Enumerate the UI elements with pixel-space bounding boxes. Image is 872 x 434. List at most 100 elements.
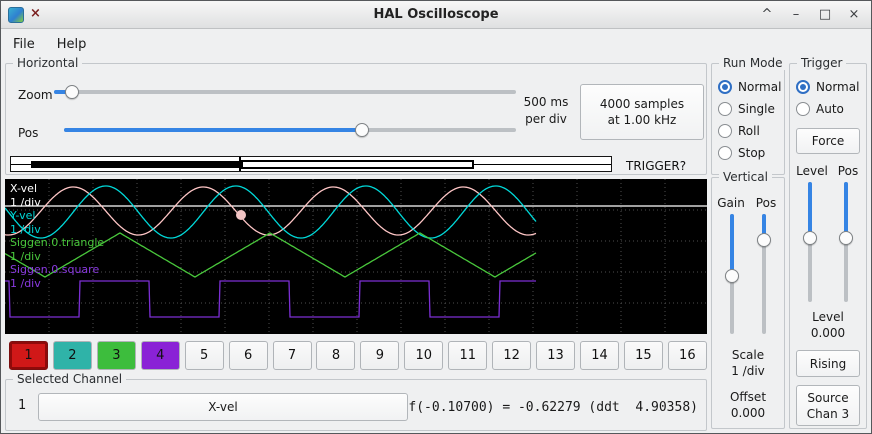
trigger-source-button[interactable]: Source Chan 3: [796, 385, 860, 426]
shade-button[interactable]: ^: [761, 7, 773, 22]
trigger-mode-options: Normal Auto: [796, 80, 859, 116]
trigger-level-handle[interactable]: [803, 231, 817, 246]
trigger-group-label: Trigger: [797, 56, 847, 70]
timebase-unit: per div: [525, 112, 567, 126]
run-mode-option-stop[interactable]: Stop: [718, 146, 781, 160]
trigger-edge-button[interactable]: Rising: [796, 350, 860, 377]
scope-display[interactable]: X-vel 1 /div Y-vel 1 /div Siggen.0.triangle 1…: [5, 179, 707, 334]
selected-channel-group: Selected Channel 1 X-vel f(-0.10700) = -…: [5, 372, 707, 431]
app-icon: [8, 7, 24, 23]
channel-button-6[interactable]: 6: [228, 341, 268, 370]
zoom-slider-track: [54, 90, 516, 94]
samples-button[interactable]: 4000 samples at 1.00 kHz: [580, 84, 704, 140]
menu-help[interactable]: Help: [56, 37, 87, 52]
channel-button-9[interactable]: 9: [360, 341, 400, 370]
force-button[interactable]: Force: [796, 128, 860, 154]
trigger-pos-handle[interactable]: [839, 231, 853, 246]
trigger-level-value: 0.000: [810, 326, 846, 340]
trigger-level-slider[interactable]: [802, 182, 818, 302]
maximize-button[interactable]: □: [818, 7, 832, 22]
timebase-readout: 500 ms per div: [514, 94, 578, 128]
trigger-level-col-label: Level: [796, 164, 828, 178]
run-mode-option-normal[interactable]: Normal: [718, 80, 781, 94]
channel-button-14[interactable]: 14: [579, 341, 619, 370]
trigger-source-line1: Source: [807, 390, 849, 405]
run-mode-group: Run Mode Normal Single Roll Stop: [711, 56, 787, 175]
horizontal-group-label: Horizontal: [13, 56, 83, 70]
vertical-pos-fill: [762, 214, 766, 241]
channel-button-11[interactable]: 11: [448, 341, 488, 370]
selected-channel-index: 1: [18, 398, 27, 413]
trigger-bar-position-tick: [239, 157, 241, 171]
scope-channel-labels: X-vel 1 /div Y-vel 1 /div Siggen.0.triangle 1…: [10, 182, 104, 290]
zoom-label: Zoom: [18, 88, 53, 102]
run-mode-option-single[interactable]: Single: [718, 102, 781, 116]
titlebar: × HAL Oscilloscope ^ – □ ×: [1, 1, 871, 29]
trigger-pos-col-label: Pos: [837, 164, 859, 178]
channel-button-12[interactable]: 12: [492, 341, 532, 370]
minimize-button[interactable]: –: [792, 7, 800, 22]
menu-file[interactable]: File: [13, 37, 35, 52]
radio-icon: [718, 80, 732, 94]
vertical-pos-track: [762, 214, 766, 334]
channel-button-8[interactable]: 8: [316, 341, 356, 370]
channel-button-5[interactable]: 5: [184, 341, 224, 370]
scope-channel-label: 1 /div: [10, 195, 41, 209]
channel-name-button[interactable]: X-vel: [38, 393, 408, 421]
trigger-position-bar[interactable]: [10, 156, 612, 172]
channel-button-10[interactable]: 10: [404, 341, 444, 370]
zoom-slider-handle[interactable]: [65, 85, 80, 99]
trigger-pos-slider[interactable]: [838, 182, 854, 302]
trigger-mode-option-auto[interactable]: Auto: [796, 102, 859, 116]
horizontal-pos-slider[interactable]: [64, 122, 516, 138]
offset-caption: Offset: [729, 390, 767, 404]
trigger-bar-window-segment: [241, 160, 474, 169]
pos-slider-fill: [64, 128, 363, 132]
radio-icon: [718, 124, 732, 138]
channel-button-4[interactable]: 4: [140, 341, 180, 370]
trigger-source-line2: Chan 3: [806, 406, 850, 421]
trigger-level-fill: [808, 182, 812, 239]
vertical-pos-slider[interactable]: [756, 214, 772, 334]
channel-button-7[interactable]: 7: [272, 341, 312, 370]
samples-line2: at 1.00 kHz: [607, 113, 677, 127]
channel-button-2[interactable]: 2: [52, 341, 92, 370]
offset-value: 0.000: [730, 406, 766, 420]
zoom-slider[interactable]: [54, 84, 516, 100]
run-mode-group-label: Run Mode: [719, 56, 787, 70]
radio-icon: [796, 80, 810, 94]
close-button[interactable]: ×: [848, 7, 860, 22]
radio-label: Single: [738, 102, 775, 116]
timebase-rate: 500 ms: [523, 95, 569, 109]
run-mode-options: Normal Single Roll Stop: [718, 80, 781, 160]
pos-slider-handle[interactable]: [355, 123, 370, 137]
trigger-bar-recorded-segment: [31, 161, 240, 168]
zoom-slider-fill: [54, 90, 73, 94]
channel-name-label: X-vel: [208, 400, 238, 414]
horizontal-group: Horizontal Zoom Pos 500 ms per div 4000 …: [5, 56, 707, 175]
scope-channel-label: X-vel: [10, 182, 37, 195]
trigger-group: Trigger Normal Auto Force Level Pos Level…: [789, 56, 867, 429]
radio-icon: [718, 146, 732, 160]
channel-button-15[interactable]: 15: [623, 341, 663, 370]
pos-label: Pos: [18, 126, 39, 140]
radio-label: Auto: [816, 102, 844, 116]
trigger-question-label: TRIGGER?: [626, 159, 687, 173]
trigger-pos-fill: [844, 182, 848, 239]
run-mode-option-roll[interactable]: Roll: [718, 124, 781, 138]
vertical-pos-col-label: Pos: [755, 196, 777, 210]
channel-button-16[interactable]: 16: [667, 341, 707, 370]
gain-slider-handle[interactable]: [725, 269, 739, 284]
radio-icon: [718, 102, 732, 116]
scope-channel-label: Siggen.0.square: [10, 263, 100, 276]
trigger-mode-option-normal[interactable]: Normal: [796, 80, 859, 94]
channel-button-13[interactable]: 13: [536, 341, 576, 370]
vertical-pos-handle[interactable]: [757, 233, 771, 248]
channel-button-3[interactable]: 3: [96, 341, 136, 370]
gain-slider[interactable]: [724, 214, 740, 334]
channel-button-1[interactable]: 1: [9, 341, 48, 370]
radio-label: Stop: [738, 146, 766, 160]
scope-channel-label: Siggen.0.triangle: [10, 236, 105, 249]
scope-channel-label: 1 /div: [10, 249, 41, 263]
